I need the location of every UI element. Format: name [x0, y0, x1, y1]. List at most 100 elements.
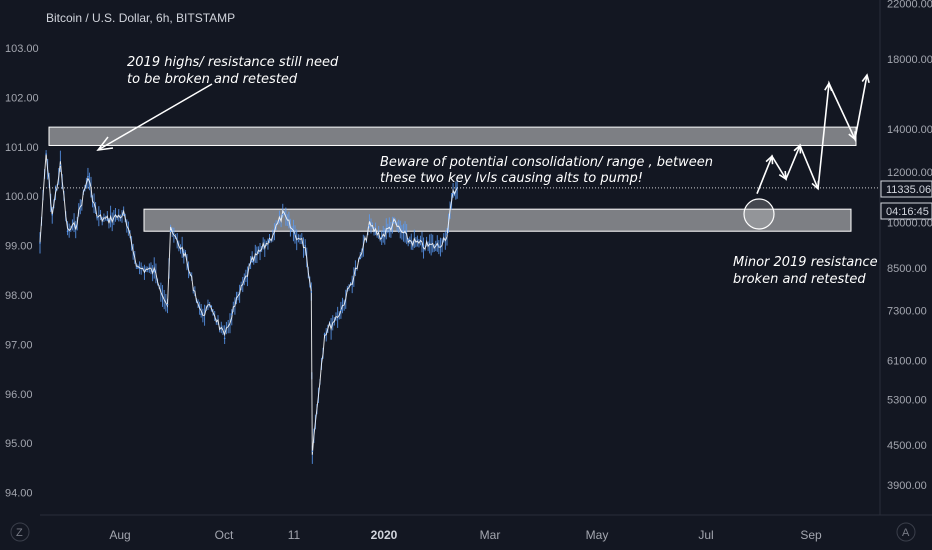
right-axis-tick: 12000.00	[887, 167, 932, 179]
left-axis-tick: 94.00	[5, 488, 33, 500]
price-point	[310, 291, 313, 293]
price-point	[87, 175, 89, 178]
price-point	[96, 216, 98, 219]
price-point	[311, 450, 314, 453]
countdown-badge: 04:16:45	[880, 202, 932, 220]
price-point	[281, 213, 284, 216]
price-point	[251, 260, 253, 263]
price-point	[169, 230, 172, 233]
svg-text:11335.06: 11335.06	[886, 184, 931, 196]
svg-text:A: A	[902, 527, 910, 539]
price-point	[323, 333, 326, 336]
price-point	[359, 257, 362, 260]
price-point	[268, 239, 271, 241]
left-axis-tick: 97.00	[5, 339, 33, 351]
price-point	[200, 313, 202, 315]
support-zone[interactable]	[143, 208, 852, 232]
price-point	[51, 213, 54, 216]
price-point	[137, 267, 139, 269]
time-axis-tick: Oct	[215, 528, 234, 542]
price-point	[166, 303, 169, 306]
time-axis-tick: Jul	[698, 528, 713, 542]
right-axis-tick: 18000.00	[887, 54, 932, 66]
price-point	[153, 270, 156, 273]
projection-arrowhead	[861, 73, 870, 83]
projection-line	[756, 74, 868, 194]
left-axis-tick: 101.00	[5, 142, 39, 154]
projection-arrowhead	[824, 81, 833, 92]
right-axis-tick: 5300.00	[887, 394, 927, 406]
price-point	[39, 242, 41, 244]
right-axis-tick: 8500.00	[887, 263, 927, 275]
time-axis-tick: 11	[288, 528, 301, 542]
annotation-highs-line2: to be broken and retested	[127, 72, 298, 87]
price-point	[59, 164, 62, 166]
price-point	[45, 153, 47, 155]
price-point	[304, 245, 307, 247]
time-axis-tick: May	[586, 528, 609, 542]
price-point	[422, 245, 425, 247]
svg-text:04:16:45: 04:16:45	[886, 206, 929, 218]
left-axis-tick: 99.00	[5, 241, 33, 253]
annotation-arrow	[96, 83, 213, 151]
log-scale-toggle[interactable]: Z	[10, 522, 30, 542]
left-price-axis: 103.00 102.00 101.00 100.00 99.00 98.00 97.00 9…	[5, 43, 39, 500]
right-axis-tick: 6100.00	[887, 355, 927, 367]
price-point	[446, 233, 448, 235]
time-axis-tick: Mar	[480, 528, 501, 542]
annotation-minor-line1: Minor 2019 resistance	[733, 255, 878, 270]
price-point	[294, 233, 296, 235]
annotation-range-line1: Beware of potential consolidation/ range…	[380, 155, 713, 170]
left-axis-tick: 103.00	[5, 43, 39, 55]
time-axis-tick: Aug	[109, 528, 130, 542]
current-price-badge: 11335.06	[880, 180, 932, 198]
price-series	[39, 150, 458, 464]
price-point	[210, 305, 213, 308]
projection-arrowhead	[848, 131, 856, 141]
price-point	[106, 219, 109, 221]
annotation-highs-line1: 2019 highs/ resistance still need	[127, 55, 339, 70]
auto-scale-toggle[interactable]: A	[896, 522, 916, 542]
price-point	[230, 313, 233, 315]
price-point	[452, 192, 454, 195]
time-axis: Aug Oct 11 2020 Mar May Jul Sep	[109, 528, 822, 542]
annotation-minor-line2: broken and retested	[733, 272, 866, 287]
right-axis-tick: 3900.00	[887, 480, 927, 492]
projection-arrowhead	[793, 143, 802, 154]
price-point	[122, 213, 125, 216]
left-axis-tick: 102.00	[5, 92, 39, 104]
right-axis-tick: 10000.00	[887, 218, 932, 230]
svg-text:Z: Z	[16, 527, 23, 539]
projection-arrowhead	[765, 154, 774, 165]
price-line	[39, 153, 458, 455]
price-point	[438, 245, 440, 247]
projection-arrowhead	[778, 171, 787, 181]
time-axis-tick: Sep	[800, 528, 822, 542]
time-axis-tick: 2020	[371, 528, 398, 542]
annotation-range-line2: these two key lvls causing alts to pump!	[380, 171, 643, 186]
projection-arrowhead	[811, 180, 820, 191]
right-price-axis: 22000.00 18000.00 14000.00 12000.00 10000.00…	[887, 0, 932, 492]
price-point	[340, 309, 342, 312]
left-axis-tick: 95.00	[5, 438, 33, 450]
price-point	[407, 239, 410, 241]
price-point	[380, 236, 383, 238]
chart-title: Bitcoin / U.S. Dollar, 6h, BITSTAMP	[46, 11, 235, 25]
price-point	[183, 251, 185, 253]
retest-circle	[743, 198, 775, 230]
right-axis-tick: 4500.00	[887, 440, 927, 452]
price-point	[368, 224, 371, 227]
price-point	[74, 224, 77, 227]
price-point	[393, 221, 395, 224]
projection-path[interactable]	[756, 73, 870, 194]
left-axis-tick: 98.00	[5, 290, 33, 302]
resistance-zone[interactable]	[48, 126, 857, 146]
left-axis-tick: 100.00	[5, 191, 39, 203]
right-axis-tick: 14000.00	[887, 124, 932, 136]
right-axis-tick: 22000.00	[887, 0, 932, 10]
right-axis-tick: 7300.00	[887, 305, 927, 317]
price-point	[66, 230, 69, 233]
left-axis-tick: 96.00	[5, 389, 33, 401]
